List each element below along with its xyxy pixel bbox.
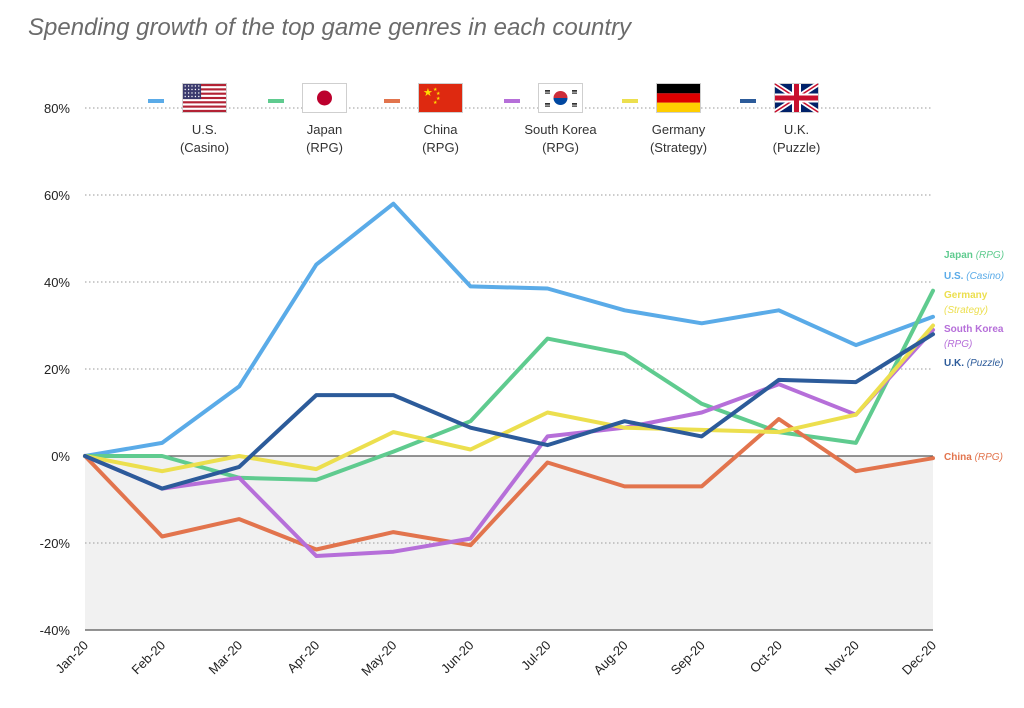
germany-flag	[656, 83, 701, 113]
x-axis-ticks: Jan-20 Feb-20 Mar-20 Apr-20 May-20 Jun-20 Jul-…	[52, 638, 939, 679]
legend-country-japan: Japan	[307, 122, 342, 137]
legend-genre-us: (Casino)	[180, 140, 229, 155]
end-label-uk: U.K. (Puzzle)	[944, 358, 1003, 369]
x-tick-label: May-20	[358, 638, 399, 679]
end-label-south_korea: South Korea	[944, 324, 1004, 335]
legend-swatch-uk	[740, 99, 756, 103]
end-label-china: China (RPG)	[944, 452, 1003, 463]
y-tick-label: 40%	[44, 275, 70, 290]
x-tick-label: Jun-20	[438, 638, 477, 677]
y-tick-label: 60%	[44, 188, 70, 203]
legend-swatch-germany	[622, 99, 638, 103]
south-korea-flag	[538, 83, 583, 113]
svg-text:★: ★	[433, 100, 438, 106]
y-tick-label: -20%	[40, 536, 71, 551]
legend: U.S.(Casino)Japan(RPG)★ ★★★★China(RPG)Sou…	[148, 81, 821, 155]
end-label-us: U.S. (Casino)	[944, 271, 1004, 282]
svg-text:★: ★	[423, 87, 433, 99]
y-tick-label: 20%	[44, 362, 70, 377]
y-tick-label: -40%	[40, 623, 71, 638]
x-tick-label: Feb-20	[128, 638, 168, 678]
y-tick-label: 0%	[51, 449, 70, 464]
uk-flag	[773, 81, 820, 115]
legend-genre-uk: (Puzzle)	[773, 140, 821, 155]
end-label-genre-south_korea: (RPG)	[944, 339, 972, 350]
japan-flag	[302, 83, 347, 113]
legend-country-us: U.S.	[192, 122, 217, 137]
end-labels: U.S. (Casino) Japan (RPG) China (RPG) South…	[944, 250, 1004, 463]
svg-text:★: ★	[436, 96, 441, 102]
series-line-uk	[83, 332, 935, 491]
svg-text:★: ★	[433, 87, 438, 93]
x-tick-label: Jan-20	[52, 638, 91, 677]
end-label-germany: Germany	[944, 290, 988, 301]
china-flag: ★ ★★★★	[418, 83, 463, 113]
legend-swatch-us	[148, 99, 164, 103]
legend-swatch-china	[384, 99, 400, 103]
x-tick-label: Aug-20	[591, 638, 631, 678]
legend-genre-china: (RPG)	[422, 140, 459, 155]
series-lines	[83, 201, 935, 558]
series-line-japan	[83, 288, 935, 482]
legend-country-uk: U.K.	[784, 122, 809, 137]
chart-title: Spending growth of the top game genres i…	[28, 14, 632, 41]
legend-genre-south_korea: (RPG)	[542, 140, 579, 155]
x-tick-label: Sep-20	[668, 638, 708, 678]
legend-country-germany: Germany	[652, 122, 706, 137]
series-line-south_korea	[83, 327, 935, 558]
x-tick-label: Jul-20	[518, 638, 554, 674]
series-line-us	[83, 201, 935, 458]
x-tick-label: Mar-20	[206, 638, 246, 678]
legend-country-south_korea: South Korea	[524, 122, 597, 137]
legend-swatch-south_korea	[504, 99, 520, 103]
end-label-japan: Japan (RPG)	[944, 250, 1004, 261]
series-line-germany	[83, 323, 935, 474]
y-tick-label: 80%	[44, 101, 70, 116]
y-axis-ticks: -40% -20% 0% 20% 40% 60% 80%	[40, 101, 71, 638]
svg-text:★: ★	[436, 91, 441, 97]
x-tick-label: Nov-20	[822, 638, 862, 678]
legend-genre-germany: (Strategy)	[650, 140, 707, 155]
legend-swatch-japan	[268, 99, 284, 103]
end-label-genre-germany: (Strategy)	[944, 305, 988, 316]
legend-country-china: China	[424, 122, 459, 137]
x-tick-label: Apr-20	[284, 638, 322, 676]
x-tick-label: Oct-20	[747, 638, 785, 676]
us-flag	[182, 83, 227, 113]
legend-genre-japan: (RPG)	[306, 140, 343, 155]
x-tick-label: Dec-20	[899, 638, 939, 678]
